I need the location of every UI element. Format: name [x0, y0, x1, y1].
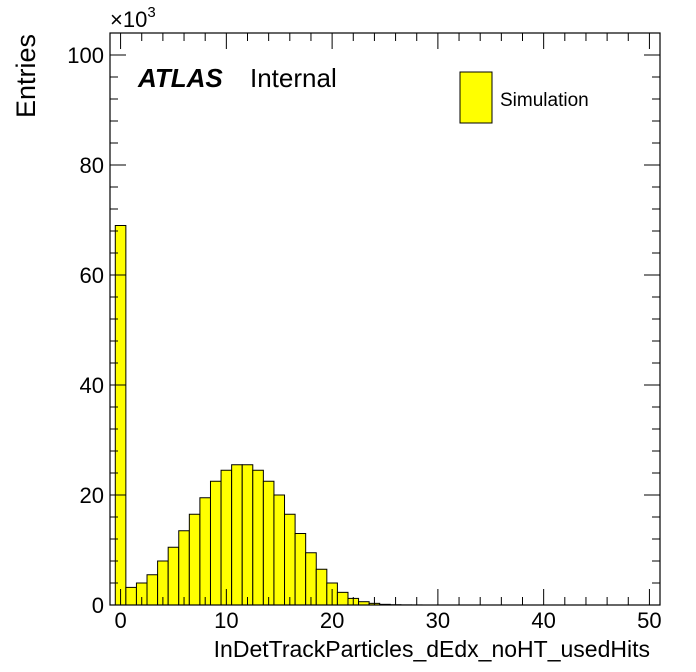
atlas-label: ATLAS	[137, 63, 223, 93]
y-tick-label: 80	[80, 153, 104, 178]
y-multiplier: ×103	[110, 4, 156, 32]
histogram-bars	[114, 225, 423, 606]
histogram-bar	[241, 464, 254, 606]
y-tick-label: 0	[92, 593, 104, 618]
histogram-bar	[231, 464, 243, 606]
histogram-bar	[125, 586, 137, 606]
x-tick-labels: 0 10 20 30 40 50	[114, 608, 661, 633]
histogram-bar	[114, 225, 127, 606]
x-axis-ticks	[120, 33, 650, 605]
histogram-bar	[199, 497, 211, 606]
histogram-bar	[167, 546, 180, 606]
histogram-bar	[294, 533, 307, 606]
histogram-bar	[252, 469, 264, 606]
histogram-bar	[284, 513, 296, 606]
x-tick-label: 50	[637, 608, 661, 633]
x-axis-label: InDetTrackParticles_dEdx_noHT_usedHits	[214, 636, 650, 662]
y-tick-labels: 0 20 40 60 80 100	[67, 43, 104, 618]
atlas-sublabel: Internal	[250, 63, 337, 93]
histogram-bar	[336, 591, 349, 606]
histogram-bar	[273, 494, 286, 606]
histogram-bar	[315, 568, 328, 606]
x-tick-label: 40	[531, 608, 555, 633]
legend-swatch	[459, 71, 493, 124]
y-tick-label: 60	[80, 263, 104, 288]
histogram-bar	[146, 574, 159, 606]
x-tick-label: 30	[426, 608, 450, 633]
histogram-bar	[209, 480, 222, 606]
histogram-bar	[220, 469, 233, 606]
plot-frame	[109, 32, 661, 606]
x-tick-label: 20	[320, 608, 344, 633]
x-tick-label: 10	[214, 608, 238, 633]
legend-label: Simulation	[500, 90, 589, 111]
histogram-bar	[178, 530, 190, 606]
x-tick-label: 0	[114, 608, 126, 633]
y-axis-label: Entries	[11, 34, 41, 118]
y-tick-label: 100	[67, 43, 104, 68]
histogram-bar	[188, 513, 201, 606]
y-tick-label: 40	[80, 373, 104, 398]
y-tick-label: 20	[80, 483, 104, 508]
histogram-bar	[262, 480, 275, 606]
